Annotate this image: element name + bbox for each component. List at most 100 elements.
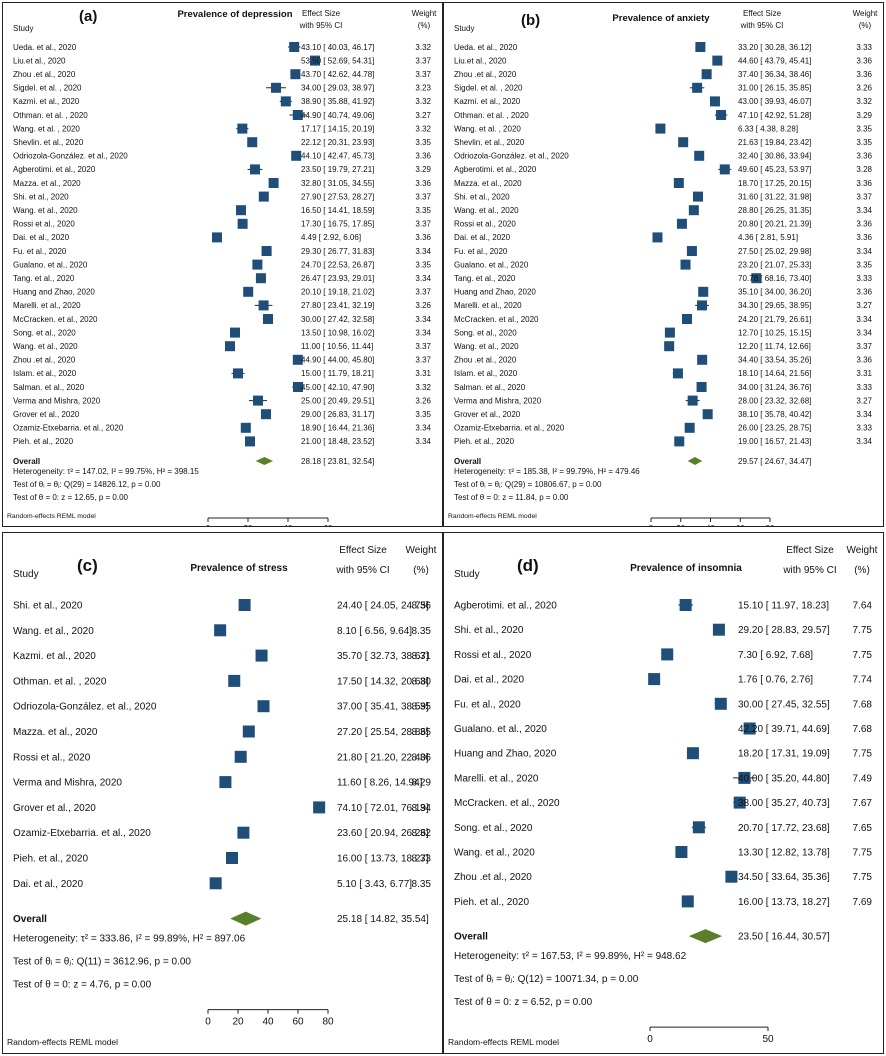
effect-box (225, 341, 235, 352)
study-name: Wang. et al. , 2020 (454, 124, 521, 133)
effect-ci-value: 40.00 [ 35.20, 44.80] (738, 773, 830, 784)
overall-ci-value: 29.57 [ 24.67, 34.47] (738, 457, 811, 466)
weight-value: 8.35 (412, 879, 432, 890)
effect-ci-value: 31.60 [ 31.22, 31.98] (738, 192, 811, 201)
effect-ci-value: 28.00 [ 23.32, 32.68] (738, 396, 811, 405)
column-header-weight: Weight (406, 545, 437, 556)
effect-box (709, 96, 720, 107)
weight-value: 7.49 (853, 773, 873, 784)
panel-label: (c) (77, 556, 98, 575)
weight-value: 3.34 (856, 247, 872, 256)
study-name: Huang and Zhao, 2020 (13, 288, 95, 297)
effect-ci-value: 44.90 [ 44.00, 45.80] (301, 356, 374, 365)
effect-ci-value: 5.10 [ 3.43, 6.77] (337, 879, 412, 890)
study-name: Rossi et al., 2020 (13, 220, 75, 229)
test-zero-text: Test of θ = 0: z = 6.52, p = 0.00 (454, 997, 593, 1008)
column-header-weight-unit: (%) (418, 21, 431, 30)
weight-value: 3.34 (415, 328, 431, 337)
study-name: Verma and Mishra, 2020 (13, 396, 101, 405)
x-tick-label: 0 (647, 1034, 653, 1045)
x-tick-label: 0 (649, 524, 654, 526)
study-name: Grover et al., 2020 (13, 803, 96, 814)
weight-value: 3.28 (856, 165, 872, 174)
effect-box (733, 796, 746, 809)
weight-value: 7.75 (853, 749, 873, 760)
x-tick-label: 20 (244, 524, 253, 526)
effect-box (242, 725, 255, 738)
weight-value: 3.35 (856, 124, 872, 133)
effect-ci-value: 34.00 [ 31.24, 36.76] (738, 383, 811, 392)
effect-box (313, 801, 326, 814)
study-name: Rossi et al., 2020 (13, 752, 91, 763)
weight-value: 3.27 (856, 396, 872, 405)
weight-value: 3.26 (856, 84, 872, 93)
forest-plot-svg: (c) Prevalence of stress Study Effect Size w… (7, 545, 437, 1047)
study-name: Othman. et al. , 2020 (13, 111, 88, 120)
overall-ci-value: 28.18 [ 23.81, 32.54] (301, 457, 374, 466)
effect-ci-value: 18.90 [ 16.44, 21.36] (301, 424, 374, 433)
effect-box (245, 436, 255, 447)
study-name: Salman. et al., 2020 (454, 383, 526, 392)
test-equal-text: Test of θᵢ = θⱼ: Q(29) = 10806.67, p = 0… (454, 480, 602, 489)
chart-title: Prevalence of stress (190, 563, 288, 574)
study-name: Mazza. et al., 2020 (454, 179, 522, 188)
effect-box (686, 246, 697, 256)
effect-ci-value: 21.80 [ 21.20, 22.40] (337, 752, 429, 763)
column-header-effect-size: Effect Size (743, 9, 782, 18)
effect-ci-value: 34.40 [ 33.54, 35.26] (738, 356, 811, 365)
x-tick-label: 40 (706, 524, 715, 526)
weight-value: 3.29 (415, 165, 431, 174)
effect-ci-value: 74.10 [ 72.01, 76.19] (337, 803, 429, 814)
overall-diamond (688, 929, 723, 944)
effect-box (698, 286, 709, 297)
weight-value: 3.36 (856, 233, 872, 242)
effect-box (255, 273, 266, 284)
study-name: Wang. et al. , 2020 (13, 124, 80, 133)
study-name: Pieh. et al., 2020 (454, 437, 515, 446)
study-name: Zhou .et al., 2020 (13, 70, 76, 79)
effect-box (214, 624, 227, 637)
study-name: Tang. et al., 2020 (13, 274, 75, 283)
effect-ci-value: 70.78 [ 68.16, 73.40] (738, 274, 811, 283)
weight-value: 3.34 (415, 424, 431, 433)
weight-value: 3.36 (415, 179, 431, 188)
effect-ci-value: 49.60 [ 45.23, 53.97] (738, 165, 811, 174)
test-zero-text: Test of θ = 0: z = 11.84, p = 0.00 (454, 493, 569, 502)
effect-box (693, 191, 704, 202)
chart-title: Prevalence of anxiety (612, 13, 710, 24)
effect-ci-value: 16.00 [ 13.73, 18.27] (337, 854, 429, 865)
column-header-study: Study (13, 569, 39, 580)
effect-ci-value: 34.30 [ 29.65, 38.95] (738, 301, 811, 310)
effect-ci-value: 13.50 [ 10.98, 16.02] (301, 328, 374, 337)
weight-value: 8.29 (412, 778, 432, 789)
study-name: Zhou .et al., 2020 (454, 70, 517, 79)
effect-box (211, 232, 222, 243)
column-header-study: Study (454, 569, 480, 580)
overall-diamond (255, 457, 274, 465)
weight-value: 3.37 (415, 288, 431, 297)
study-name: Song. et al., 2020 (13, 328, 76, 337)
effect-box (226, 852, 238, 864)
weight-value: 3.27 (415, 111, 431, 120)
weight-value: 3.34 (856, 437, 872, 446)
effect-box (661, 648, 674, 661)
effect-ci-value: 47.10 [ 42.92, 51.28] (738, 111, 811, 120)
effect-ci-value: 34.00 [ 29.03, 38.97] (301, 84, 374, 93)
study-name: McCracken. et al., 2020 (454, 315, 539, 324)
forest-plot-svg: (b) Prevalence of anxiety Study Effect Size… (448, 9, 878, 526)
x-tick-label: 60 (292, 1017, 304, 1028)
effect-ci-value: 23.60 [ 20.94, 26.26] (337, 828, 429, 839)
column-header-effect-size: Effect Size (302, 9, 341, 18)
study-name: Pieh. et al., 2020 (13, 854, 88, 865)
x-tick-label: 20 (676, 524, 685, 526)
column-header-weight: Weight (412, 9, 438, 18)
effect-ci-value: 11.00 [ 10.56, 11.44] (301, 342, 373, 351)
study-name: Song. et al., 2020 (454, 328, 517, 337)
column-header-ci: with 95% CI (740, 21, 784, 30)
effect-ci-value: 28.80 [ 26.25, 31.35] (738, 206, 811, 215)
column-header-study: Study (13, 24, 33, 33)
study-name: Agberotimi. et al., 2020 (13, 165, 96, 174)
effect-ci-value: 20.70 [ 17.72, 23.68] (738, 823, 830, 834)
heterogeneity-text: Heterogeneity: τ² = 185.38, I² = 99.79%,… (454, 467, 640, 476)
effect-box (712, 55, 723, 66)
